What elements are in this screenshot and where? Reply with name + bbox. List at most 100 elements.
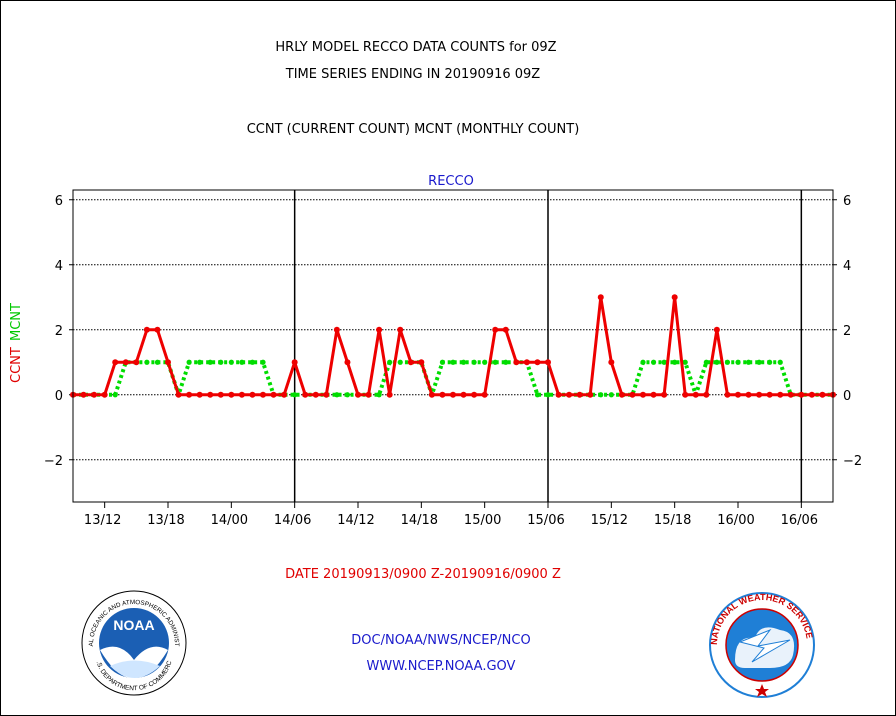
point-ccnt <box>523 359 530 366</box>
point-ccnt <box>724 391 731 398</box>
point-ccnt <box>260 391 266 398</box>
point-mcnt <box>714 359 720 365</box>
x-tick-label: 14/06 <box>274 513 311 528</box>
point-mcnt <box>661 359 667 365</box>
point-mcnt <box>239 359 245 365</box>
point-ccnt <box>587 391 594 398</box>
x-tick-label: 15/18 <box>654 513 691 528</box>
point-ccnt <box>312 391 319 398</box>
nws-logo: NATIONAL WEATHER SERVICE <box>709 592 815 698</box>
point-ccnt <box>323 391 330 398</box>
x-tick-label: 15/06 <box>527 513 564 528</box>
point-mcnt <box>292 392 298 398</box>
plot-border <box>72 189 834 503</box>
y-axis-label: CCNT MCNT <box>9 303 24 383</box>
point-ccnt <box>671 294 678 301</box>
point-ccnt <box>302 391 309 398</box>
point-ccnt <box>650 391 657 398</box>
point-ccnt <box>576 391 583 398</box>
y-tick-label-left: −2 <box>44 454 63 469</box>
point-ccnt <box>228 391 235 398</box>
x-tick-label: 15/00 <box>464 513 501 528</box>
point-ccnt <box>439 391 446 398</box>
point-ccnt <box>217 391 224 398</box>
point-ccnt <box>502 326 509 333</box>
x-tick-label: 14/12 <box>337 513 374 528</box>
point-ccnt <box>735 391 741 398</box>
point-ccnt <box>365 391 372 398</box>
y-tick-label-left: 2 <box>55 324 63 339</box>
point-ccnt <box>386 391 393 398</box>
point-mcnt <box>598 392 604 398</box>
x-tick-label: 14/00 <box>211 513 248 528</box>
point-ccnt <box>460 391 467 398</box>
point-ccnt <box>281 391 288 398</box>
point-ccnt <box>91 391 98 398</box>
point-mcnt <box>334 392 340 398</box>
noaa-ring-top: NATIONAL OCEANIC AND ATMOSPHERIC ADMINIS… <box>0 0 180 647</box>
point-ccnt <box>808 391 815 398</box>
footer-url[interactable]: WWW.NCEP.NOAA.GOV <box>367 659 516 674</box>
point-ccnt <box>629 391 636 398</box>
point-mcnt <box>197 359 203 365</box>
point-ccnt <box>798 391 805 398</box>
point-ccnt <box>534 359 541 366</box>
point-mcnt <box>682 359 688 365</box>
point-ccnt <box>703 391 710 398</box>
point-mcnt <box>756 359 762 365</box>
point-ccnt <box>640 391 646 398</box>
point-mcnt <box>112 392 118 398</box>
point-ccnt <box>756 391 763 398</box>
point-ccnt <box>618 391 625 398</box>
x-tick-label: 13/12 <box>84 513 121 528</box>
point-mcnt <box>228 359 234 365</box>
point-mcnt <box>650 359 657 365</box>
chart-title: RECCO <box>428 174 474 189</box>
point-ccnt <box>407 359 414 366</box>
point-ccnt <box>471 391 478 398</box>
point-mcnt <box>735 359 741 365</box>
point-ccnt <box>333 326 340 333</box>
header-subtitle: TIME SERIES ENDING IN 20190916 09Z <box>285 67 541 82</box>
point-mcnt <box>154 359 161 365</box>
noaa-logo-text: NOAA <box>113 617 154 633</box>
point-mcnt <box>767 359 773 365</box>
point-ccnt <box>597 294 604 301</box>
y-tick-label-right: 6 <box>843 194 851 209</box>
series-line-ccnt <box>73 295 833 397</box>
point-mcnt <box>344 392 351 398</box>
header-legend-desc: CCNT (CURRENT COUNT) MCNT (MONTHLY COUNT… <box>247 122 580 137</box>
point-mcnt <box>387 359 393 365</box>
point-ccnt <box>819 391 826 398</box>
point-mcnt <box>450 359 456 365</box>
point-mcnt <box>471 359 477 365</box>
point-ccnt <box>154 326 161 333</box>
point-ccnt <box>481 391 488 398</box>
point-ccnt <box>513 359 520 366</box>
point-ccnt <box>175 391 182 398</box>
point-mcnt <box>545 392 551 398</box>
point-ccnt <box>787 391 794 398</box>
point-mcnt <box>777 359 783 365</box>
point-mcnt <box>249 359 256 365</box>
y-axis-label-mcnt: MCNT <box>9 303 24 341</box>
y-tick-label-left: 6 <box>55 194 63 209</box>
day-dividers <box>293 190 803 502</box>
point-ccnt <box>692 391 699 398</box>
y-tick-label-right: 0 <box>843 389 851 404</box>
point-ccnt <box>376 326 383 333</box>
point-mcnt <box>460 359 467 365</box>
point-ccnt <box>492 326 499 333</box>
point-ccnt <box>777 391 784 398</box>
point-ccnt <box>713 326 720 333</box>
point-ccnt <box>291 359 298 366</box>
series-line-mcnt <box>73 360 833 397</box>
point-ccnt <box>766 391 773 398</box>
y-tick-label-right: −2 <box>843 454 862 469</box>
point-ccnt <box>196 391 203 398</box>
header-title: HRLY MODEL RECCO DATA COUNTS for 09Z <box>275 40 556 55</box>
point-ccnt <box>555 391 562 398</box>
point-ccnt <box>133 359 140 366</box>
point-mcnt <box>260 359 266 365</box>
y-tick-label-right: 2 <box>843 324 851 339</box>
